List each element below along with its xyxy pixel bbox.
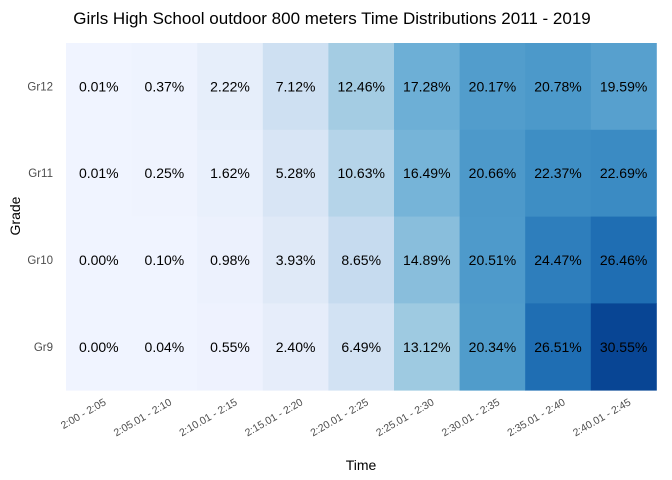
y-tick-label: Gr9 bbox=[34, 342, 53, 354]
cell-value-label: 22.37% bbox=[534, 165, 581, 181]
cell-value-label: 24.47% bbox=[534, 252, 581, 268]
heatmap-cell bbox=[394, 216, 460, 304]
cell-value-label: 17.28% bbox=[403, 78, 450, 94]
heatmap-cell bbox=[525, 129, 592, 217]
cell-value-label: 0.98% bbox=[210, 252, 250, 268]
cell-value-label: 20.66% bbox=[469, 165, 516, 181]
heatmap-cell bbox=[197, 216, 264, 304]
cell-value-label: 0.25% bbox=[145, 165, 185, 181]
cell-value-label: 2.40% bbox=[276, 339, 316, 355]
heatmap-cell bbox=[66, 129, 132, 217]
heatmap-cell bbox=[131, 43, 198, 131]
heatmap-cell bbox=[66, 43, 132, 131]
x-axis-title: Time bbox=[346, 457, 377, 473]
y-tick-label: Gr10 bbox=[27, 255, 53, 267]
heatmap-cell bbox=[394, 303, 460, 391]
heatmap-cell bbox=[197, 129, 264, 217]
heatmap-cell bbox=[328, 129, 395, 217]
cell-value-label: 0.37% bbox=[145, 78, 185, 94]
y-axis-ticks: Gr12 Gr11 Gr10 Gr9 bbox=[27, 81, 53, 353]
cell-value-label: 26.51% bbox=[534, 339, 581, 355]
cell-value-label: 16.49% bbox=[403, 165, 450, 181]
cell-value-label: 0.01% bbox=[79, 165, 119, 181]
heatmap-cell bbox=[262, 43, 329, 131]
heatmap-cell bbox=[459, 216, 526, 304]
heatmap-cells bbox=[66, 43, 657, 391]
heatmap-cell bbox=[328, 303, 395, 391]
heatmap-cell bbox=[197, 303, 264, 391]
heatmap-cell bbox=[459, 303, 526, 391]
heatmap-cell bbox=[131, 303, 198, 391]
cell-value-label: 10.63% bbox=[337, 165, 384, 181]
heatmap-cell bbox=[525, 303, 592, 391]
cell-value-label: 20.17% bbox=[469, 78, 516, 94]
y-axis-title: Grade bbox=[7, 196, 23, 235]
x-tick-label: 2:35.01 - 2:40 bbox=[505, 396, 567, 439]
heatmap-cell bbox=[131, 216, 198, 304]
x-axis-ticks: 2:00 - 2:05 2:05.01 - 2:10 2:10.01 - 2:15 2… bbox=[59, 396, 633, 439]
x-tick-label: 2:15.01 - 2:20 bbox=[243, 396, 305, 439]
cell-value-label: 20.51% bbox=[469, 252, 516, 268]
y-tick-label: Gr11 bbox=[28, 168, 53, 180]
chart-title: Girls High School outdoor 800 meters Tim… bbox=[73, 9, 591, 28]
cell-value-label: 12.46% bbox=[337, 78, 384, 94]
x-tick-label: 2:25.01 - 2:30 bbox=[374, 396, 436, 439]
heatmap-cell bbox=[262, 303, 329, 391]
heatmap-cell bbox=[590, 129, 657, 217]
heatmap-cell bbox=[394, 43, 460, 131]
heatmap-cell bbox=[590, 303, 657, 391]
heatmap-cell bbox=[590, 216, 657, 304]
cell-value-label: 0.00% bbox=[79, 339, 119, 355]
cell-value-label: 26.46% bbox=[600, 252, 647, 268]
cell-value-label: 0.55% bbox=[210, 339, 250, 355]
cell-value-label: 22.69% bbox=[600, 165, 647, 181]
cell-value-label: 0.01% bbox=[79, 78, 119, 94]
heatmap-cell bbox=[131, 129, 198, 217]
x-tick-label: 2:40.01 - 2:45 bbox=[571, 396, 633, 439]
heatmap-cell bbox=[525, 216, 592, 304]
heatmap-cell bbox=[328, 216, 395, 304]
heatmap-cell bbox=[66, 216, 132, 304]
x-tick-label: 2:10.01 - 2:15 bbox=[177, 396, 239, 439]
cell-value-label: 1.62% bbox=[210, 165, 250, 181]
cell-value-label: 7.12% bbox=[276, 78, 316, 94]
cell-value-label: 2.22% bbox=[210, 78, 250, 94]
cell-value-label: 8.65% bbox=[341, 252, 381, 268]
heatmap-cell bbox=[459, 43, 526, 131]
cell-value-label: 30.55% bbox=[600, 339, 647, 355]
cell-value-label: 0.04% bbox=[145, 339, 185, 355]
heatmap-cell bbox=[262, 129, 329, 217]
heatmap-cell bbox=[328, 43, 395, 131]
cell-value-label: 13.12% bbox=[403, 339, 450, 355]
heatmap-cell bbox=[459, 129, 526, 217]
heatmap-cell bbox=[197, 43, 264, 131]
heatmap-cell bbox=[525, 43, 592, 131]
cell-value-label: 0.00% bbox=[79, 252, 119, 268]
x-tick-label: 2:05.01 - 2:10 bbox=[112, 396, 174, 439]
heatmap-cell bbox=[590, 43, 657, 131]
cell-value-label: 20.34% bbox=[469, 339, 516, 355]
x-tick-label: 2:30.01 - 2:35 bbox=[440, 396, 502, 439]
heatmap-cell bbox=[66, 303, 132, 391]
cell-value-label: 0.10% bbox=[145, 252, 185, 268]
y-tick-label: Gr12 bbox=[27, 81, 53, 93]
x-tick-label: 2:20.01 - 2:25 bbox=[309, 396, 371, 439]
heatmap-cell bbox=[262, 216, 329, 304]
cell-value-label: 5.28% bbox=[276, 165, 316, 181]
x-tick-label: 2:00 - 2:05 bbox=[59, 396, 109, 432]
cell-value-label: 6.49% bbox=[341, 339, 381, 355]
cell-value-label: 20.78% bbox=[534, 78, 581, 94]
heatmap-cell-labels: 0.01% 0.37% 2.22% 7.12% 12.46% 17.28% 20.17% 20… bbox=[79, 78, 647, 354]
heatmap-cell bbox=[394, 129, 460, 217]
cell-value-label: 19.59% bbox=[600, 78, 647, 94]
cell-value-label: 3.93% bbox=[276, 252, 316, 268]
cell-value-label: 14.89% bbox=[403, 252, 450, 268]
